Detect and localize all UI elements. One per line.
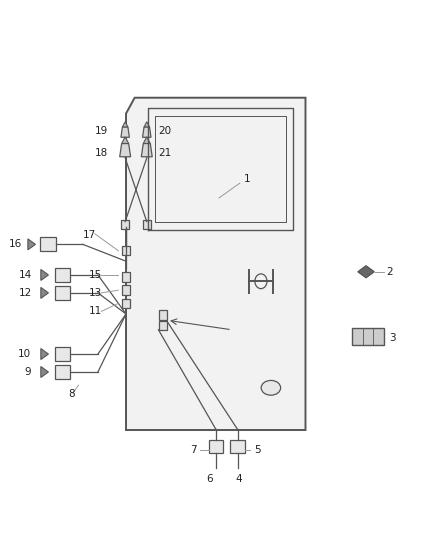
Polygon shape [144, 122, 149, 127]
Polygon shape [41, 349, 49, 360]
Text: 10: 10 [18, 349, 31, 359]
Text: 13: 13 [89, 288, 102, 298]
Text: 5: 5 [254, 445, 260, 455]
Polygon shape [41, 367, 49, 377]
Text: 20: 20 [159, 126, 172, 136]
Bar [55, 347, 70, 361]
Text: 12: 12 [19, 288, 32, 298]
Bar [55, 268, 70, 282]
Bar [55, 365, 70, 379]
Polygon shape [141, 143, 152, 157]
Bar [230, 440, 245, 454]
Bar [122, 286, 130, 295]
Text: 9: 9 [25, 367, 31, 377]
Bar [159, 310, 167, 320]
Bar [122, 246, 130, 255]
Polygon shape [142, 127, 151, 138]
Text: 14: 14 [19, 270, 32, 280]
Polygon shape [121, 127, 129, 138]
Bar [352, 328, 385, 344]
Text: 6: 6 [206, 473, 213, 483]
Bar [122, 298, 130, 308]
Text: 21: 21 [158, 148, 172, 158]
Text: 1: 1 [244, 174, 251, 184]
Polygon shape [41, 270, 49, 280]
Polygon shape [122, 137, 129, 143]
Text: 3: 3 [389, 333, 395, 343]
Polygon shape [143, 137, 150, 143]
Text: 16: 16 [9, 239, 22, 249]
Text: 8: 8 [68, 389, 74, 399]
Text: 7: 7 [190, 445, 196, 455]
Polygon shape [41, 287, 49, 298]
Text: 19: 19 [95, 126, 108, 136]
Text: 11: 11 [89, 306, 102, 316]
Bar [208, 440, 223, 454]
Bar [159, 321, 167, 330]
Polygon shape [123, 122, 128, 127]
Circle shape [255, 274, 267, 289]
Bar [143, 220, 151, 229]
Bar [55, 286, 70, 300]
Polygon shape [28, 239, 35, 250]
Text: 15: 15 [89, 270, 102, 280]
Text: 4: 4 [235, 473, 242, 483]
Polygon shape [120, 143, 131, 157]
Ellipse shape [261, 381, 281, 395]
Bar [40, 238, 56, 251]
Polygon shape [126, 98, 305, 430]
Bar [122, 272, 130, 282]
Polygon shape [358, 266, 374, 278]
Text: 18: 18 [95, 148, 108, 158]
Text: 17: 17 [83, 230, 96, 240]
Bar [121, 220, 129, 229]
Text: 2: 2 [386, 267, 393, 277]
